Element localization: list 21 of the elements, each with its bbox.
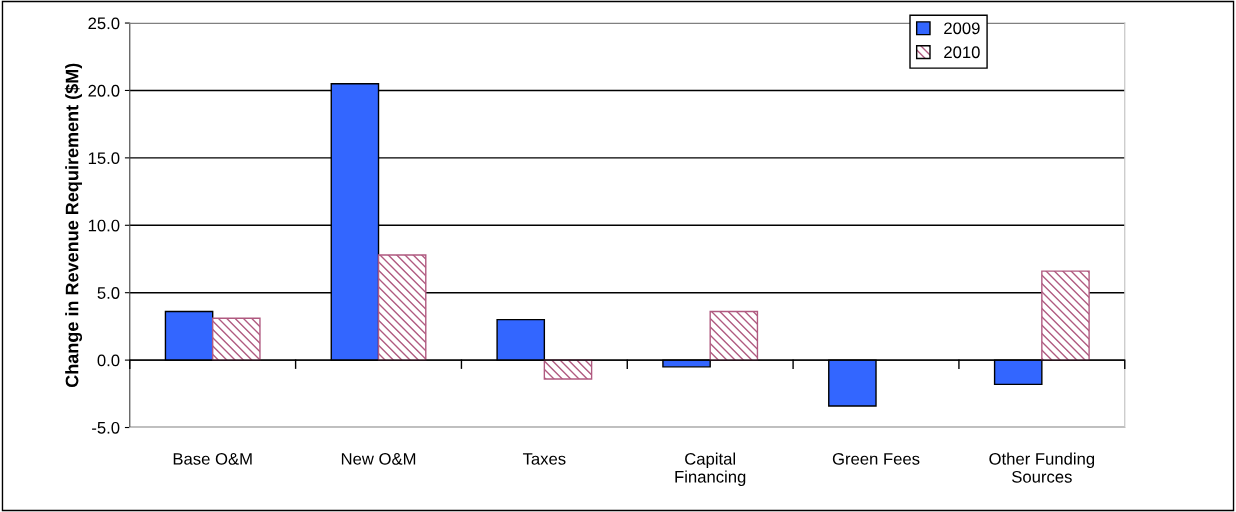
x-tick-label: Base O&M (173, 452, 252, 465)
x-tick-label: New O&M (341, 452, 416, 465)
bar (1041, 270, 1090, 361)
y-tick-label: 15.0 (88, 152, 120, 165)
y-tick-label: 10.0 (88, 219, 120, 232)
x-tick-label: Capital Financing (675, 452, 746, 487)
legend-label: 2009 (944, 22, 980, 35)
x-tick-label: Green Fees (832, 452, 920, 465)
bar (377, 254, 427, 361)
bar (709, 310, 759, 361)
x-tick-label: Taxes (522, 453, 566, 465)
bar (212, 317, 261, 361)
y-tick-label: 20.0 (88, 84, 120, 97)
y-axis-title: Change in Revenue Requirement ($M) (64, 63, 83, 388)
y-tick-label: -5.0 (92, 421, 120, 434)
x-tick-label: Other Funding Sources (989, 452, 1095, 483)
bar (543, 359, 593, 380)
y-tick-label: 0.0 (97, 354, 120, 367)
y-tick-label: 5.0 (97, 287, 120, 299)
legend-label: 2010 (944, 46, 980, 59)
y-tick-label: 25.0 (88, 17, 120, 30)
